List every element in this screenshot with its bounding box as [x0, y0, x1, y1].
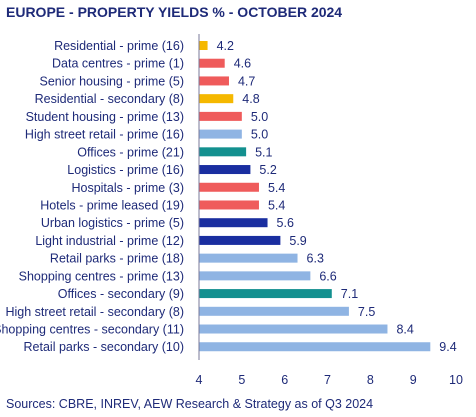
bar-value-label: 7.5	[358, 305, 375, 319]
chart-title: EUROPE - PROPERTY YIELDS % - OCTOBER 202…	[6, 4, 343, 20]
category-label: Residential - secondary (8)	[35, 92, 184, 106]
category-label: Light industrial - prime (12)	[35, 234, 184, 248]
bar	[199, 306, 349, 316]
bar	[199, 271, 311, 281]
bar	[199, 129, 242, 139]
category-label: Data centres - prime (1)	[52, 57, 184, 71]
bar	[199, 342, 431, 352]
bar	[199, 41, 208, 50]
category-label: Hotels - prime leased (19)	[40, 198, 184, 212]
bar	[199, 324, 388, 334]
bar	[199, 182, 259, 192]
category-label: Shopping centres - secondary (11)	[0, 323, 184, 337]
bar-value-label: 5.0	[251, 128, 268, 142]
bar-value-label: 5.2	[259, 163, 276, 177]
x-tick-label: 8	[367, 373, 374, 387]
category-label: Student housing - prime (13)	[26, 110, 184, 124]
bar-value-label: 4.6	[234, 57, 251, 71]
category-label: Offices - prime (21)	[77, 145, 184, 159]
bar-value-label: 7.1	[341, 287, 358, 301]
bar-value-label: 4.2	[217, 39, 234, 53]
bar-value-label: 5.1	[255, 145, 272, 159]
bar-value-label: 4.7	[238, 74, 255, 88]
x-tick-label: 4	[196, 373, 203, 387]
x-tick-label: 6	[281, 373, 288, 387]
bar-value-label: 9.4	[439, 340, 456, 354]
bar	[199, 235, 281, 245]
bar-value-label: 5.9	[289, 234, 306, 248]
bar-value-label: 6.3	[307, 252, 324, 266]
bar	[199, 200, 259, 210]
bar-value-label: 5.4	[268, 181, 285, 195]
x-tick-label: 7	[324, 373, 331, 387]
bar-value-label: 4.8	[242, 92, 259, 106]
category-label: Senior housing - prime (5)	[39, 74, 184, 88]
bar	[199, 58, 225, 68]
x-tick-label: 9	[410, 373, 417, 387]
bar-value-label: 5.0	[251, 110, 268, 124]
bar-value-label: 5.4	[268, 198, 285, 212]
bar-value-label: 6.6	[319, 269, 336, 283]
category-label: Shopping centres - prime (13)	[19, 269, 184, 283]
bar	[199, 165, 251, 175]
bar	[199, 147, 247, 157]
bar-value-label: 5.6	[277, 216, 294, 230]
bar	[199, 76, 229, 86]
x-tick-label: 5	[238, 373, 245, 387]
category-label: Urban logistics - prime (5)	[41, 216, 184, 230]
category-label: Retail parks - prime (18)	[50, 252, 184, 266]
category-label: High street retail - prime (16)	[25, 128, 184, 142]
bar	[199, 289, 332, 299]
category-label: Offices - secondary (9)	[58, 287, 184, 301]
bar	[199, 218, 268, 228]
category-label: Retail parks - secondary (10)	[24, 340, 184, 354]
bar	[199, 253, 298, 263]
x-tick-label: 10	[449, 373, 463, 387]
category-label: Logistics - prime (16)	[67, 163, 184, 177]
bar	[199, 94, 234, 104]
category-label: Hospitals - prime (3)	[71, 181, 184, 195]
category-label: Residential - prime (16)	[54, 39, 184, 53]
bar-value-label: 8.4	[396, 323, 413, 337]
category-label: High street retail - secondary (8)	[5, 305, 184, 319]
chart-source: Sources: CBRE, INREV, AEW Research & Str…	[6, 397, 374, 411]
bar	[199, 111, 242, 121]
